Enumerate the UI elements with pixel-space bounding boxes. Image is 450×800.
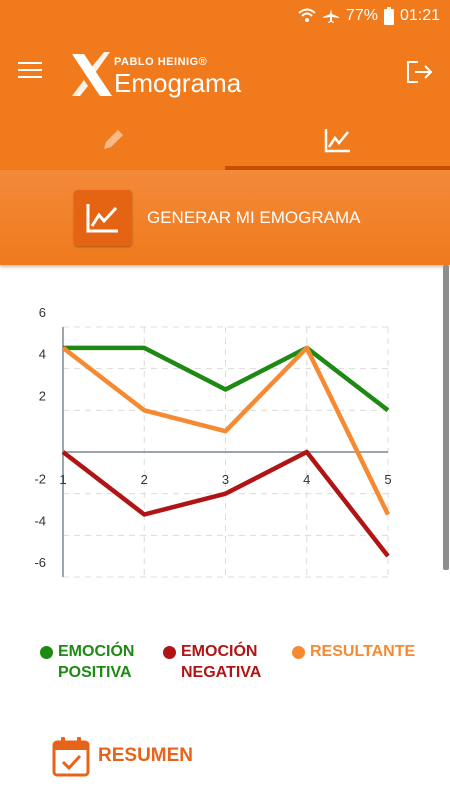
chart-icon (324, 129, 350, 153)
legend-negative-line1: EMOCIÓN (181, 643, 258, 660)
x-tick-label: 4 (303, 472, 310, 487)
airplane-icon (322, 9, 339, 23)
battery-percent: 77% (345, 7, 378, 24)
legend-dot-resultant (292, 646, 305, 659)
legend-positive[interactable]: EMOCIÓN POSITIVA (40, 643, 134, 682)
series-line-positive (63, 345, 390, 413)
wifi-icon (298, 8, 316, 22)
resumen-label: RESUMEN (98, 745, 194, 766)
exit-icon[interactable] (406, 60, 434, 84)
resumen-button[interactable]: RESUMEN (52, 735, 193, 777)
tab-chart[interactable] (225, 110, 450, 170)
x-tick-label: 1 (59, 472, 66, 487)
logo-x-icon (72, 52, 112, 96)
y-tick-label: 2 (39, 388, 46, 403)
y-tick-label: -2 (34, 472, 46, 487)
logo-app-name: Emograma (114, 68, 242, 98)
legend-resultant[interactable]: RESULTANTE (292, 643, 415, 661)
series-line-resultant (61, 345, 391, 516)
tab-edit[interactable] (0, 110, 225, 170)
chart-icon (86, 204, 118, 233)
x-tick-label: 2 (141, 472, 148, 487)
legend-dot-positive (40, 646, 53, 659)
pencil-icon (103, 130, 123, 149)
generate-chart-button[interactable] (74, 190, 132, 246)
legend-negative[interactable]: EMOCIÓN NEGATIVA (163, 643, 261, 682)
tab-bar (0, 110, 450, 170)
x-tick-label: 5 (384, 472, 391, 487)
generate-emograma-bar[interactable]: GENERAR MI EMOGRAMA (0, 170, 450, 265)
legend-dot-negative (163, 646, 176, 659)
app-logo: PABLO HEINIG® Emograma (70, 50, 270, 100)
legend-resultant-line1: RESULTANTE (310, 643, 416, 660)
scrollbar[interactable] (443, 265, 449, 570)
clock: 01:21 (399, 7, 440, 24)
chart-svg: 6 4 2 -2 -4 -6 1 2 3 4 5 (34, 305, 392, 578)
series-line-negative (61, 449, 390, 558)
y-tick-label: 6 (39, 305, 46, 320)
logo-author: PABLO HEINIG® (114, 56, 208, 68)
x-tick-label: 3 (222, 472, 229, 487)
y-tick-label: 4 (39, 347, 46, 362)
hamburger-menu-button[interactable] (18, 62, 42, 80)
emograma-chart: 6 4 2 -2 -4 -6 1 2 3 4 5 (0, 265, 450, 625)
calendar-check-icon (52, 737, 90, 777)
generate-emograma-label: GENERAR MI EMOGRAMA (147, 208, 361, 227)
app-bar: PABLO HEINIG® Emograma (0, 32, 450, 110)
status-bar: 77% 01:21 (0, 0, 450, 32)
active-tab-indicator (225, 166, 450, 170)
battery-icon (383, 7, 394, 25)
y-tick-label: -4 (34, 513, 46, 528)
y-tick-label: -6 (34, 555, 46, 570)
legend-positive-line1: EMOCIÓN (58, 643, 135, 660)
legend-positive-line2: POSITIVA (58, 664, 132, 681)
legend-negative-line2: NEGATIVA (181, 664, 262, 681)
